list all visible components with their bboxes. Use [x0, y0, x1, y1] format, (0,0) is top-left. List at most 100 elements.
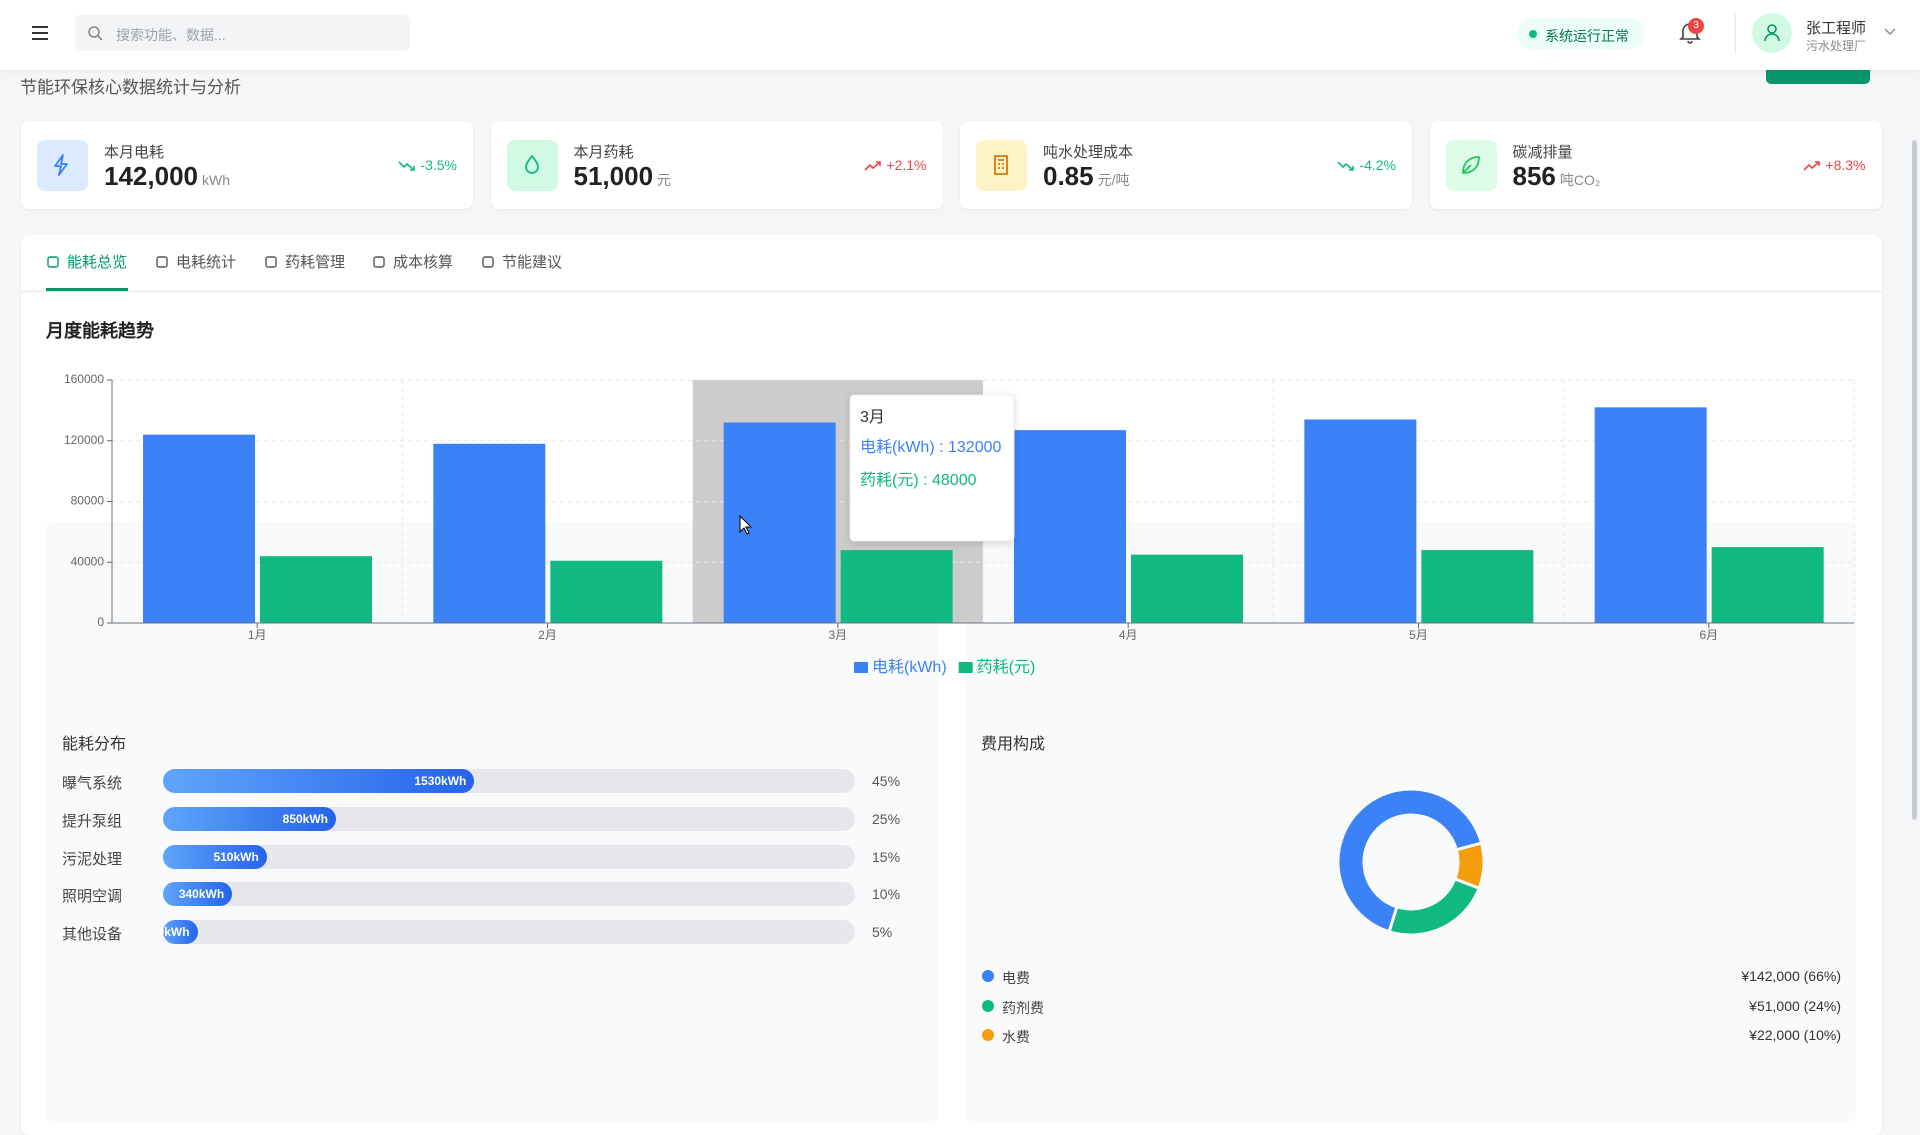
progress-bar-label: 170kWh — [163, 925, 190, 940]
progress-value: 15% — [872, 848, 901, 865]
top-bar: 搜索功能、数据... 系统运行正常 3 张工程师 污水处理厂 — [0, 0, 1920, 70]
cost-panel — [965, 522, 1856, 1122]
progress-bar: 340kWh — [163, 882, 233, 907]
kpi-card: 本月电耗 142,000 kWh -3.5% — [21, 121, 473, 209]
avatar[interactable] — [1752, 13, 1792, 53]
kpi-value-row: 0.85 元/吨 — [1043, 161, 1130, 192]
progress-bar: 1530kWh — [163, 769, 475, 793]
tab[interactable]: 电耗统计 — [155, 251, 236, 272]
icon — [1461, 156, 1480, 174]
status-dot — [1529, 30, 1537, 38]
tab-label: 药耗管理 — [285, 254, 346, 271]
progress-track: 340kWh — [163, 882, 855, 907]
kpi-icon — [976, 140, 1027, 191]
progress-label: 曝气系统 — [62, 775, 123, 792]
progress-bar-label: 510kWh — [213, 849, 259, 864]
kpi-value: 51,000 — [573, 161, 654, 191]
user-name: 张工程师 — [1806, 20, 1867, 37]
page-subtitle: 节能环保核心数据统计与分析 — [20, 78, 241, 97]
kpi-value-row: 856 吨CO₂ — [1513, 161, 1601, 192]
kpi-change: +2.1% — [864, 157, 927, 173]
tab[interactable]: 药耗管理 — [264, 251, 345, 272]
kpi-unit: 吨CO₂ — [1559, 172, 1601, 188]
progress-track: 170kWh — [163, 920, 855, 945]
progress-value: 25% — [872, 810, 901, 827]
icon — [54, 154, 68, 176]
progress-track: 850kWh — [163, 806, 855, 831]
progress-bar-label: 340kWh — [178, 887, 225, 902]
trend-icon — [1803, 161, 1821, 171]
kpi-change: +8.3% — [1803, 157, 1866, 173]
kpi-card: 碳减排量 856 吨CO₂ +8.3% — [1429, 121, 1882, 209]
progress-bar: 850kWh — [163, 806, 336, 831]
search-icon — [88, 26, 103, 41]
user-menu-chevron[interactable] — [1884, 28, 1896, 36]
kpi-change-text: +2.1% — [886, 157, 927, 173]
kpi-value: 142,000 — [104, 161, 198, 191]
tab-icon — [373, 256, 385, 268]
kpi-unit: 元 — [657, 172, 672, 188]
kpi-change-text: -3.5% — [420, 157, 457, 173]
tab-icon — [156, 256, 168, 268]
icon — [994, 155, 1008, 175]
kpi-label: 碳减排量 — [1512, 144, 1573, 161]
tab-label: 电耗统计 — [176, 254, 237, 271]
menu-button[interactable] — [31, 24, 49, 42]
kpi-value-row: 142,000 kWh — [104, 161, 230, 192]
panel-title: 费用构成 — [981, 736, 1046, 753]
trend-icon — [398, 161, 416, 172]
tab-divider — [21, 291, 1882, 292]
trend-icon — [864, 161, 882, 171]
kpi-change: -4.2% — [1337, 157, 1396, 173]
tab-icon — [482, 256, 494, 268]
tab[interactable]: 能耗总览 — [46, 251, 127, 272]
divider — [1735, 14, 1736, 54]
kpi-label: 吨水处理成本 — [1043, 144, 1134, 161]
kpi-value: 856 — [1512, 161, 1556, 191]
kpi-icon — [37, 140, 88, 191]
notification-badge: 3 — [1688, 18, 1704, 34]
tab[interactable]: 节能建议 — [481, 251, 562, 272]
tab-label: 节能建议 — [502, 254, 563, 271]
tab-active-underline — [46, 288, 128, 291]
kpi-value: 0.85 — [1043, 161, 1094, 191]
kpi-change-text: +8.3% — [1825, 157, 1866, 173]
progress-label: 提升泵组 — [62, 812, 123, 830]
kpi-icon — [1445, 140, 1497, 191]
kpi-card: 吨水处理成本 0.85 元/吨 -4.2% — [960, 121, 1412, 209]
kpi-icon — [506, 140, 558, 191]
scrollbar[interactable] — [1912, 140, 1917, 820]
kpi-label: 本月电耗 — [104, 144, 165, 161]
kpi-change: -3.5% — [398, 157, 457, 173]
search-box[interactable]: 搜索功能、数据... — [75, 15, 410, 51]
progress-bar-label: 850kWh — [282, 811, 328, 826]
progress-track: 1530kWh — [163, 769, 855, 793]
tab-icon — [47, 256, 59, 268]
progress-bar: 170kWh — [163, 920, 198, 945]
avatar-icon — [1764, 24, 1780, 42]
progress-value: 5% — [872, 924, 893, 941]
tab-label: 成本核算 — [393, 254, 454, 271]
legend-dot — [982, 970, 994, 982]
search-placeholder: 搜索功能、数据... — [116, 27, 226, 43]
progress-value: 10% — [872, 886, 901, 903]
progress-track: 510kWh — [163, 844, 855, 869]
kpi-unit: kWh — [201, 172, 230, 188]
user-org: 污水处理厂 — [1806, 39, 1867, 53]
kpi-label: 本月药耗 — [573, 144, 634, 161]
legend-dot — [982, 1029, 994, 1041]
kpi-card: 本月药耗 51,000 元 +2.1% — [490, 121, 943, 209]
legend-label: 药剂费 — [1002, 999, 1044, 1016]
legend-value: ¥22,000 (10%) — [1749, 1027, 1841, 1043]
tab[interactable]: 成本核算 — [372, 251, 453, 272]
progress-bar: 510kWh — [163, 844, 267, 869]
legend-dot — [982, 999, 994, 1012]
main-panel: 能耗总览 电耗统计 药耗管理 成本核算 节能建议 — [21, 235, 1882, 1135]
progress-bar-label: 1530kWh — [414, 774, 467, 788]
legend-value: ¥51,000 (24%) — [1749, 997, 1841, 1014]
icon — [524, 155, 539, 174]
legend-label: 电费 — [1002, 970, 1030, 986]
legend-value: ¥142,000 (66%) — [1741, 968, 1841, 984]
trend-icon — [1337, 161, 1355, 172]
